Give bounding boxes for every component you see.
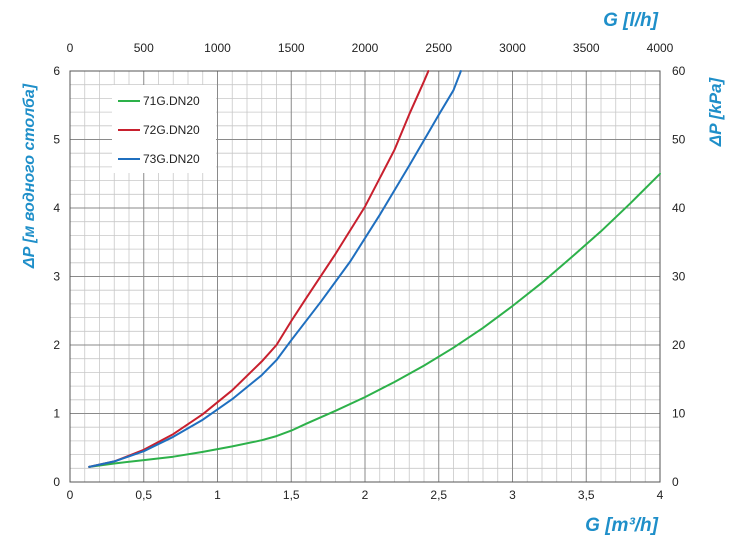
y-left-tick-label: 2: [53, 338, 60, 352]
y-left-tick-label: 3: [53, 270, 60, 284]
y-left-tick-label: 1: [53, 407, 60, 421]
x-top-tick-label: 4000: [647, 41, 674, 55]
legend: 71G.DN20 72G.DN20 73G.DN20: [112, 85, 216, 173]
y-right-tick-label: 10: [672, 407, 686, 421]
y-right-tick-label: 0: [672, 475, 679, 489]
series-layer: [88, 70, 661, 468]
y-right-tick-label: 20: [672, 338, 686, 352]
y-right-tick-label: 60: [672, 64, 686, 78]
x-top-tick-label: 1000: [204, 41, 231, 55]
plot-frame: [69, 70, 661, 483]
y-left-tick-label: 5: [53, 133, 60, 147]
series-line-71g-dn20: [88, 172, 661, 468]
legend-label-72g: 72G.DN20: [143, 123, 200, 137]
x-bottom-tick-label: 2,5: [430, 488, 447, 502]
x-bottom-tick-label: 1,5: [283, 488, 300, 502]
y-left-axis-title: ΔP [м водного столба]: [21, 83, 38, 269]
y-right-axis-title: ΔP [kPa]: [706, 76, 725, 147]
x-bottom-tick-label: 3,5: [578, 488, 595, 502]
x-bottom-tick-label: 0,5: [135, 488, 152, 502]
series-line-73g-dn20: [88, 70, 462, 468]
y-left-tick-label: 4: [53, 201, 60, 215]
legend-label-73g: 73G.DN20: [143, 152, 200, 166]
x-top-tick-label: 1500: [278, 41, 305, 55]
x-top-tick-label: 2000: [352, 41, 379, 55]
x-top-tick-label: 0: [67, 41, 74, 55]
y-right-tick-label: 50: [672, 133, 686, 147]
y-right-tick-label: 40: [672, 201, 686, 215]
x-bottom-tick-label: 3: [509, 488, 516, 502]
x-bottom-tick-label: 4: [657, 488, 664, 502]
x-top-tick-label: 500: [134, 41, 154, 55]
x-bottom-tick-label: 1: [214, 488, 221, 502]
x-bottom-axis-title: G [m³/h]: [585, 515, 658, 536]
x-top-tick-label: 3000: [499, 41, 526, 55]
legend-label-71g: 71G.DN20: [143, 94, 200, 108]
tick-labels: 0 0,5 1 1,5 2 2,5 3 3,5 40 500 1000 1500 2000 2500 300…: [53, 41, 685, 502]
y-left-tick-label: 0: [53, 475, 60, 489]
series-line-72g-dn20: [88, 70, 430, 468]
x-top-axis-title: G [l/h]: [603, 10, 659, 31]
y-right-tick-label: 30: [672, 270, 686, 284]
x-bottom-tick-label: 2: [362, 488, 369, 502]
y-left-tick-label: 6: [53, 64, 60, 78]
x-top-tick-label: 3500: [573, 41, 600, 55]
x-top-tick-label: 2500: [425, 41, 452, 55]
x-bottom-tick-label: 0: [67, 488, 74, 502]
